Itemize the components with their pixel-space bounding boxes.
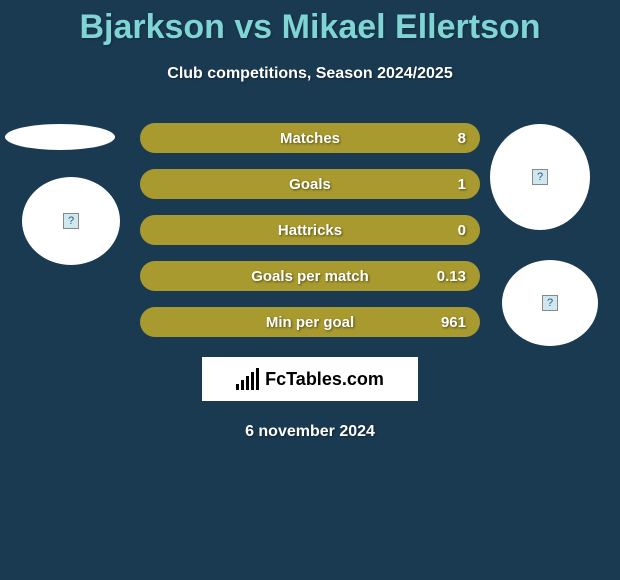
- stat-label: Goals: [289, 176, 331, 193]
- stat-value: 1: [458, 176, 466, 193]
- image-placeholder-icon: [532, 169, 548, 185]
- player-avatar-right-bottom: [502, 260, 598, 346]
- brand-logo[interactable]: FcTables.com: [202, 357, 418, 401]
- stat-bar-hattricks: Hattricks 0: [140, 215, 480, 245]
- stat-value: 961: [441, 314, 466, 331]
- stat-bar-min-per-goal: Min per goal 961: [140, 307, 480, 337]
- stat-bar-goals-per-match: Goals per match 0.13: [140, 261, 480, 291]
- stat-label: Min per goal: [266, 314, 354, 331]
- subtitle: Club competitions, Season 2024/2025: [0, 65, 620, 83]
- stat-value: 8: [458, 130, 466, 147]
- stat-value: 0.13: [437, 268, 466, 285]
- page-title: Bjarkson vs Mikael Ellertson: [0, 0, 620, 47]
- stat-value: 0: [458, 222, 466, 239]
- logo-text: FcTables.com: [265, 369, 384, 390]
- image-placeholder-icon: [542, 295, 558, 311]
- date-label: 6 november 2024: [0, 423, 620, 441]
- stat-label: Goals per match: [251, 268, 369, 285]
- image-placeholder-icon: [63, 213, 79, 229]
- bar-chart-icon: [236, 368, 259, 390]
- stat-bar-matches: Matches 8: [140, 123, 480, 153]
- stat-label: Hattricks: [278, 222, 342, 239]
- player-avatar-right-top: [490, 124, 590, 230]
- stat-label: Matches: [280, 130, 340, 147]
- stat-bar-goals: Goals 1: [140, 169, 480, 199]
- decorative-ellipse: [5, 124, 115, 150]
- player-avatar-left: [22, 177, 120, 265]
